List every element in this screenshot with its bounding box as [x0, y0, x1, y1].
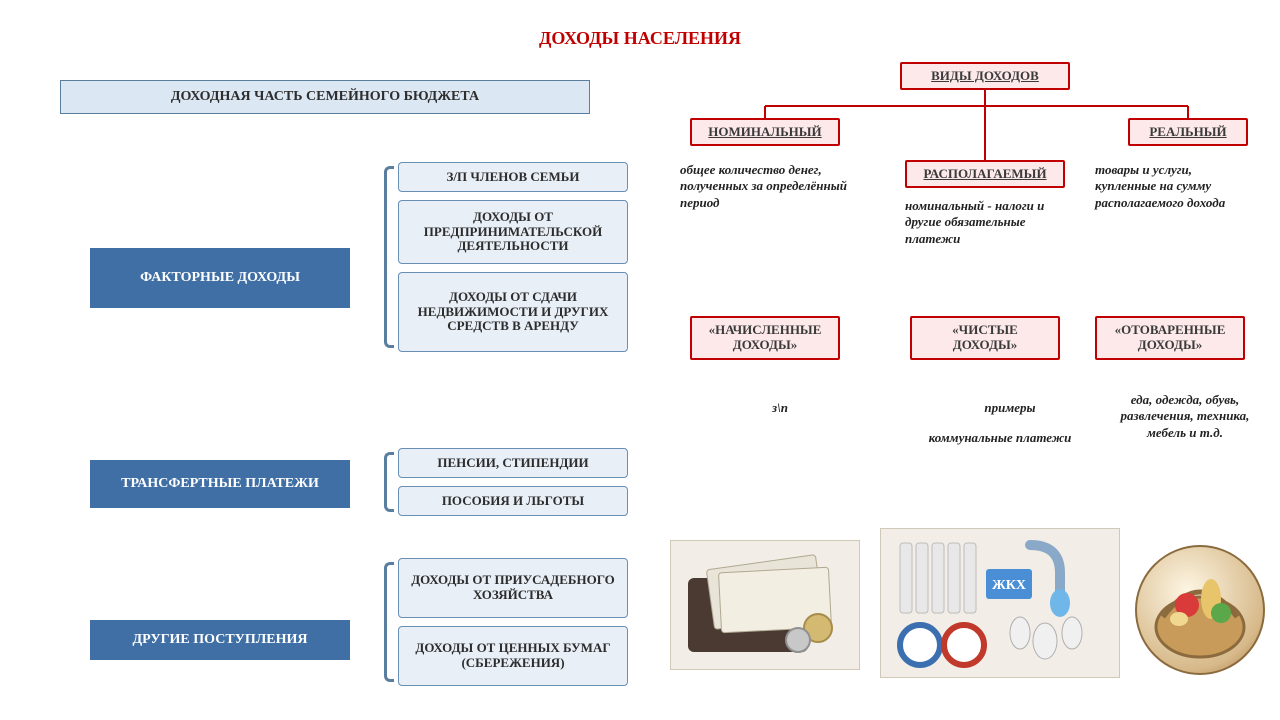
item-household-farm: ДОХОДЫ ОТ ПРИУСАДЕБНОГО ХОЗЯЙСТВА	[398, 558, 628, 618]
item-pensions: ПЕНСИИ, СТИПЕНДИИ	[398, 448, 628, 478]
result-accrued: «НАЧИСЛЕННЫЕ ДОХОДЫ»	[690, 316, 840, 360]
category-other-income: ДРУГИЕ ПОСТУПЛЕНИЯ	[90, 620, 350, 660]
example-utilities: коммунальные платежи	[915, 430, 1085, 446]
category-transfer-payments: ТРАНСФЕРТНЫЕ ПЛАТЕЖИ	[90, 460, 350, 508]
desc-real: товары и услуги, купленные на сумму расп…	[1095, 162, 1255, 211]
item-business-income: ДОХОДЫ ОТ ПРЕДПРИНИМАТЕЛЬСКОЙ ДЕЯТЕЛЬНОС…	[398, 200, 628, 264]
result-goods: «ОТОВАРЕННЫЕ ДОХОДЫ»	[1095, 316, 1245, 360]
type-nominal: НОМИНАЛЬНЫЙ	[690, 118, 840, 146]
type-real: РЕАЛЬНЫЙ	[1128, 118, 1248, 146]
main-title: ДОХОДЫ НАСЕЛЕНИЯ	[0, 0, 1280, 49]
goods-basket-icon	[1135, 545, 1265, 675]
bracket-icon	[384, 166, 394, 348]
budget-header: ДОХОДНАЯ ЧАСТЬ СЕМЕЙНОГО БЮДЖЕТА	[60, 80, 590, 114]
type-disposable: РАСПОЛАГАЕМЫЙ	[905, 160, 1065, 188]
example-goods-list: еда, одежда, обувь, развлечения, техника…	[1110, 392, 1260, 441]
desc-nominal: общее количество денег, полученных за оп…	[680, 162, 850, 211]
item-benefits: ПОСОБИЯ И ЛЬГОТЫ	[398, 486, 628, 516]
example-salary: з\п	[730, 400, 830, 416]
item-rent-income: ДОХОДЫ ОТ СДАЧИ НЕДВИЖИМОСТИ И ДРУГИХ СР…	[398, 272, 628, 352]
item-salary: З/П ЧЛЕНОВ СЕМЬИ	[398, 162, 628, 192]
money-wallet-icon	[670, 540, 860, 670]
result-net: «ЧИСТЫЕ ДОХОДЫ»	[910, 316, 1060, 360]
bracket-icon	[384, 452, 394, 512]
utilities-icon: ЖКХ	[880, 528, 1120, 678]
item-securities: ДОХОДЫ ОТ ЦЕННЫХ БУМАГ (СБЕРЕЖЕНИЯ)	[398, 626, 628, 686]
svg-text:ЖКХ: ЖКХ	[992, 578, 1026, 593]
category-factor-income: ФАКТОРНЫЕ ДОХОДЫ	[90, 248, 350, 308]
bracket-icon	[384, 562, 394, 682]
example-label: примеры	[940, 400, 1080, 416]
desc-disposable: номинальный - налоги и другие обязательн…	[905, 198, 1065, 247]
income-types-root: ВИДЫ ДОХОДОВ	[900, 62, 1070, 90]
